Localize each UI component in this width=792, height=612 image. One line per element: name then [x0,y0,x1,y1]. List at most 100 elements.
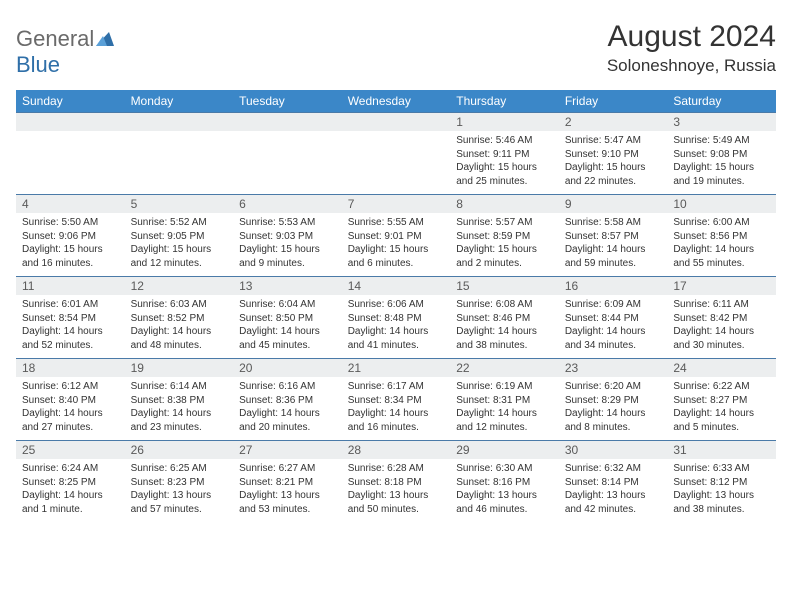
day-content: Sunrise: 6:17 AMSunset: 8:34 PMDaylight:… [342,377,451,438]
sunset-line: Sunset: 8:59 PM [456,231,530,242]
sunrise-line: Sunrise: 6:12 AM [22,381,98,392]
day-content: Sunrise: 6:01 AMSunset: 8:54 PMDaylight:… [16,295,125,356]
day-number: 21 [342,359,451,377]
calendar-cell: 2Sunrise: 5:47 AMSunset: 9:10 PMDaylight… [559,113,668,195]
calendar-cell [125,113,234,195]
month-title: August 2024 [607,20,776,54]
day-number: 15 [450,277,559,295]
daylight-line: Daylight: 13 hours and 50 minutes. [348,490,429,515]
weekday-header: Thursday [450,90,559,113]
calendar-cell: 6Sunrise: 5:53 AMSunset: 9:03 PMDaylight… [233,195,342,277]
sunset-line: Sunset: 8:25 PM [22,477,96,488]
sunset-line: Sunset: 8:42 PM [673,313,747,324]
sunrise-line: Sunrise: 6:04 AM [239,299,315,310]
empty-daynum [16,113,125,131]
calendar-cell: 21Sunrise: 6:17 AMSunset: 8:34 PMDayligh… [342,359,451,441]
calendar-table: SundayMondayTuesdayWednesdayThursdayFrid… [16,90,776,523]
sunrise-line: Sunrise: 6:03 AM [131,299,207,310]
calendar-page: GeneralBlue August 2024 Soloneshnoye, Ru… [0,0,792,523]
day-content: Sunrise: 6:22 AMSunset: 8:27 PMDaylight:… [667,377,776,438]
daylight-line: Daylight: 14 hours and 48 minutes. [131,326,212,351]
sunset-line: Sunset: 8:14 PM [565,477,639,488]
day-content: Sunrise: 6:16 AMSunset: 8:36 PMDaylight:… [233,377,342,438]
day-content: Sunrise: 6:06 AMSunset: 8:48 PMDaylight:… [342,295,451,356]
sunrise-line: Sunrise: 6:16 AM [239,381,315,392]
daylight-line: Daylight: 13 hours and 53 minutes. [239,490,320,515]
empty-daynum [342,113,451,131]
daylight-line: Daylight: 13 hours and 42 minutes. [565,490,646,515]
daylight-line: Daylight: 15 hours and 6 minutes. [348,244,429,269]
sunrise-line: Sunrise: 5:55 AM [348,217,424,228]
calendar-cell [342,113,451,195]
sunset-line: Sunset: 8:52 PM [131,313,205,324]
sunset-line: Sunset: 8:46 PM [456,313,530,324]
sunset-line: Sunset: 8:54 PM [22,313,96,324]
day-content: Sunrise: 6:24 AMSunset: 8:25 PMDaylight:… [16,459,125,520]
calendar-cell: 15Sunrise: 6:08 AMSunset: 8:46 PMDayligh… [450,277,559,359]
calendar-cell: 3Sunrise: 5:49 AMSunset: 9:08 PMDaylight… [667,113,776,195]
calendar-row: 25Sunrise: 6:24 AMSunset: 8:25 PMDayligh… [16,441,776,523]
day-content: Sunrise: 6:14 AMSunset: 8:38 PMDaylight:… [125,377,234,438]
calendar-cell: 10Sunrise: 6:00 AMSunset: 8:56 PMDayligh… [667,195,776,277]
daylight-line: Daylight: 14 hours and 16 minutes. [348,408,429,433]
calendar-cell: 11Sunrise: 6:01 AMSunset: 8:54 PMDayligh… [16,277,125,359]
day-content: Sunrise: 6:33 AMSunset: 8:12 PMDaylight:… [667,459,776,520]
calendar-cell: 1Sunrise: 5:46 AMSunset: 9:11 PMDaylight… [450,113,559,195]
logo-gray-text: General [16,26,94,51]
sunrise-line: Sunrise: 5:50 AM [22,217,98,228]
day-number: 6 [233,195,342,213]
day-content: Sunrise: 5:52 AMSunset: 9:05 PMDaylight:… [125,213,234,274]
sunrise-line: Sunrise: 5:46 AM [456,135,532,146]
calendar-cell: 31Sunrise: 6:33 AMSunset: 8:12 PMDayligh… [667,441,776,523]
daylight-line: Daylight: 14 hours and 23 minutes. [131,408,212,433]
calendar-cell: 19Sunrise: 6:14 AMSunset: 8:38 PMDayligh… [125,359,234,441]
day-number: 27 [233,441,342,459]
sunset-line: Sunset: 8:21 PM [239,477,313,488]
calendar-cell: 7 Sunrise: 5:55 AM Sunset: 9:01 PM Daylight… [342,195,451,277]
sunrise-line: Sunrise: 6:00 AM [673,217,749,228]
day-number: 23 [559,359,668,377]
day-content: Sunrise: 6:08 AMSunset: 8:46 PMDaylight:… [450,295,559,356]
day-content: Sunrise: 5:49 AMSunset: 9:08 PMDaylight:… [667,131,776,192]
calendar-cell: 16Sunrise: 6:09 AMSunset: 8:44 PMDayligh… [559,277,668,359]
day-number: 7 [342,195,451,213]
daylight-line: Daylight: 14 hours and 38 minutes. [456,326,537,351]
sunset-line: Sunset: 8:31 PM [456,395,530,406]
daylight-line: Daylight: 15 hours and 22 minutes. [565,162,646,187]
logo-blue-text: Blue [16,52,60,77]
daylight-line: Daylight: 15 hours and 2 minutes. [456,244,537,269]
weekday-header: Friday [559,90,668,113]
day-number: 9 [559,195,668,213]
daylight-line: Daylight: 14 hours and 27 minutes. [22,408,103,433]
header: GeneralBlue August 2024 Soloneshnoye, Ru… [16,20,776,78]
sunset-line: Sunset: 8:29 PM [565,395,639,406]
weekday-row: SundayMondayTuesdayWednesdayThursdayFrid… [16,90,776,113]
daylight-line: Daylight: 14 hours and 1 minute. [22,490,103,515]
calendar-cell: 29Sunrise: 6:30 AMSunset: 8:16 PMDayligh… [450,441,559,523]
daylight-line: Daylight: 14 hours and 30 minutes. [673,326,754,351]
calendar-cell: 5Sunrise: 5:52 AMSunset: 9:05 PMDaylight… [125,195,234,277]
location: Soloneshnoye, Russia [607,56,776,76]
day-number: 16 [559,277,668,295]
day-content: Sunrise: 5:58 AMSunset: 8:57 PMDaylight:… [559,213,668,274]
day-content: Sunrise: 6:30 AMSunset: 8:16 PMDaylight:… [450,459,559,520]
day-content: Sunrise: 6:32 AMSunset: 8:14 PMDaylight:… [559,459,668,520]
day-number: 25 [16,441,125,459]
calendar-cell: 8Sunrise: 5:57 AMSunset: 8:59 PMDaylight… [450,195,559,277]
sunset-line: Sunset: 9:01 PM [348,231,422,242]
day-content: Sunrise: 6:04 AMSunset: 8:50 PMDaylight:… [233,295,342,356]
daylight-line: Daylight: 13 hours and 57 minutes. [131,490,212,515]
calendar-body: 1Sunrise: 5:46 AMSunset: 9:11 PMDaylight… [16,113,776,523]
sunrise-line: Sunrise: 5:53 AM [239,217,315,228]
day-number: 14 [342,277,451,295]
sunrise-line: Sunrise: 5:47 AM [565,135,641,146]
day-number: 12 [125,277,234,295]
weekday-header: Tuesday [233,90,342,113]
sunset-line: Sunset: 8:27 PM [673,395,747,406]
daylight-line: Daylight: 15 hours and 25 minutes. [456,162,537,187]
sunrise-line: Sunrise: 6:28 AM [348,463,424,474]
sunrise-line: Sunrise: 6:30 AM [456,463,532,474]
day-content: Sunrise: 6:20 AMSunset: 8:29 PMDaylight:… [559,377,668,438]
day-content: Sunrise: 5:50 AMSunset: 9:06 PMDaylight:… [16,213,125,274]
sunset-line: Sunset: 9:08 PM [673,149,747,160]
